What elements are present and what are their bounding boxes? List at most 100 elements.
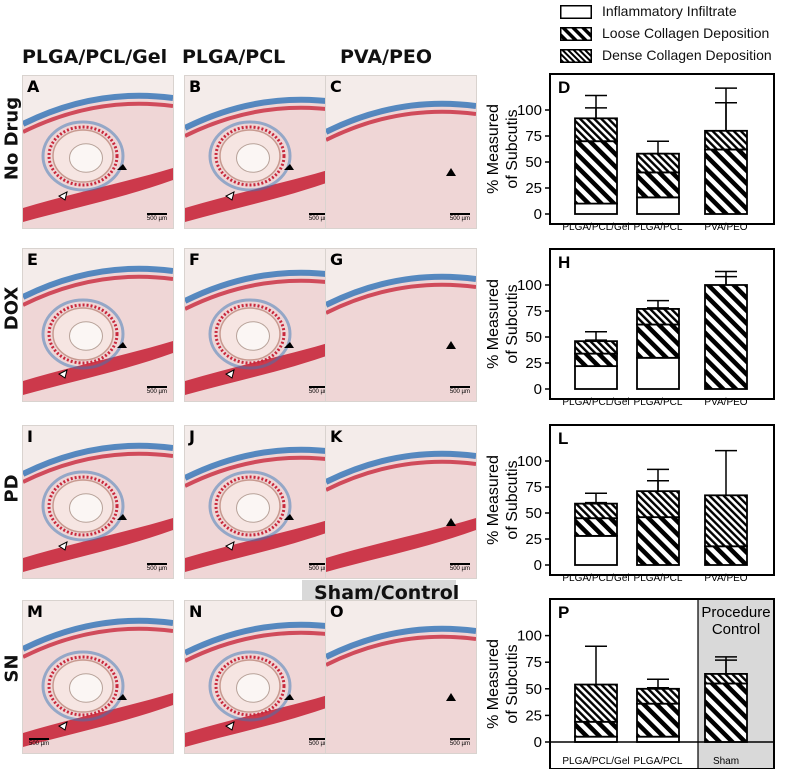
histology-image (185, 76, 335, 228)
scale-bar: 500 µm (449, 386, 470, 395)
histology-image (23, 249, 173, 401)
y-tick-label: 0 (534, 381, 542, 398)
panel-letter: K (330, 427, 343, 446)
scale-bar-label: 500 µm (449, 566, 470, 572)
scale-bar-line (449, 563, 470, 565)
chart-l: 0 25 50 75 100% Measured of Subcutis L PLGA/PCL… (485, 424, 775, 584)
bar-segment (704, 148, 748, 215)
y-tick-label: 75 (525, 303, 542, 320)
bar-segment (704, 129, 748, 151)
bar-segment (574, 683, 618, 723)
scale-bar-line (146, 386, 167, 388)
legend-label: Dense Collagen Deposition (602, 47, 772, 63)
column-header-plga-pcl-gel: PLGA/PCL/Gel (22, 46, 168, 68)
scale-bar: 500 µm (449, 738, 470, 747)
scale-bar-label: 500 µm (146, 389, 167, 395)
histology-panel-o: O 500 µm (325, 600, 477, 754)
histology-image (23, 601, 173, 753)
bar-segment (636, 196, 680, 215)
scale-bar-line (29, 738, 49, 740)
category-label: PLGA/PCL (634, 573, 683, 584)
panel-letter: J (189, 427, 195, 446)
bar-segment (636, 323, 680, 359)
histology-image (185, 249, 335, 401)
y-tick-label: 0 (534, 734, 542, 751)
legend-label: Loose Collagen Deposition (602, 25, 770, 41)
procedure-control-label: Procedure Control (701, 604, 770, 638)
scale-bar-line (146, 213, 167, 215)
scale-bar-line (308, 213, 329, 215)
scale-bar-label: 500 µm (308, 216, 329, 222)
category-label: PLGA/PCL (634, 756, 683, 767)
bar-segment (574, 534, 618, 566)
panel-letter: O (330, 602, 344, 621)
scale-bar: 500 µm (449, 563, 470, 572)
scale-bar: 500 µm (308, 563, 329, 572)
histology-image (23, 426, 173, 578)
y-tick-label: 100 (517, 277, 542, 294)
scale-bar-label: 500 µm (29, 741, 50, 747)
scale-bar-label: 500 µm (146, 566, 167, 572)
chart-panel-letter: P (558, 603, 569, 622)
scale-bar-label: 500 µm (308, 566, 329, 572)
chart-d: 0 25 50 75 100% Measured of Subcutis D PLGA/PCL… (485, 73, 775, 233)
scale-bar-line (308, 563, 329, 565)
legend-swatch-open (560, 5, 592, 19)
y-tick-label: 25 (525, 180, 542, 197)
y-tick-label: 50 (525, 329, 542, 346)
scale-bar-line (308, 738, 329, 740)
histology-panel-m: M 500 µm (22, 600, 174, 754)
category-label: PLGA/PCL (634, 222, 683, 233)
scale-bar: 500 µm (146, 213, 167, 222)
sham-header: Sham/Control (314, 582, 460, 604)
bar-segment (704, 494, 748, 548)
bar-segment (574, 340, 618, 355)
bar-segment (574, 365, 618, 390)
y-tick-label: 75 (525, 128, 542, 145)
chart-p: 0 25 50 75 100% Measured of Subcutis P PLGA/PCL… (485, 598, 775, 769)
category-label: Sham (713, 756, 739, 767)
y-tick-label: 0 (534, 206, 542, 223)
column-header-plga-pcl: PLGA/PCL (182, 46, 286, 68)
histology-panel-a: A 500 µm (22, 75, 174, 229)
bar-segment (574, 502, 618, 520)
bar-segment (704, 682, 748, 743)
category-label: PVA/PEO (704, 222, 747, 233)
category-label: PLGA/PCL/Gel (562, 222, 629, 233)
bar-segment (704, 545, 748, 566)
panel-letter: E (27, 250, 38, 269)
bar-segment (636, 702, 680, 738)
legend-label: Inflammatory Infiltrate (602, 3, 737, 19)
chart-frame (549, 73, 775, 225)
legend-swatch-hatch-wide (560, 27, 592, 41)
y-tick-label: 75 (525, 479, 542, 496)
legend-swatch-hatch-dense (560, 49, 592, 63)
category-label: PVA/PEO (704, 573, 747, 584)
histology-panel-c: C 500 µm (325, 75, 477, 229)
histology-panel-k: K 500 µm (325, 425, 477, 579)
panel-letter: F (189, 250, 200, 269)
scale-bar: 500 µm (146, 386, 167, 395)
bar-segment (636, 152, 680, 174)
scale-bar: 500 µm (146, 563, 167, 572)
chart-frame (549, 248, 775, 400)
chart-h: 0 25 50 75 100% Measured of Subcutis H PLGA/PCL… (485, 248, 775, 408)
scale-bar-label: 500 µm (308, 741, 329, 747)
histology-image (185, 426, 335, 578)
panel-letter: I (27, 427, 33, 446)
panel-letter: G (330, 250, 344, 269)
bar-segment (704, 673, 748, 685)
histology-panel-b: B 500 µm (184, 75, 336, 229)
histology-panel-n: N 500 µm (184, 600, 336, 754)
bar-segment (636, 308, 680, 326)
bar-segment (704, 284, 748, 390)
histology-image (185, 601, 335, 753)
y-tick-label: 50 (525, 681, 542, 698)
scale-bar-label: 500 µm (449, 741, 470, 747)
chart-frame (549, 424, 775, 576)
bar-segment (574, 720, 618, 738)
bar-segment (574, 117, 618, 143)
histology-image (326, 76, 476, 228)
panel-letter: B (189, 77, 202, 96)
histology-panel-i: I 500 µm (22, 425, 174, 579)
